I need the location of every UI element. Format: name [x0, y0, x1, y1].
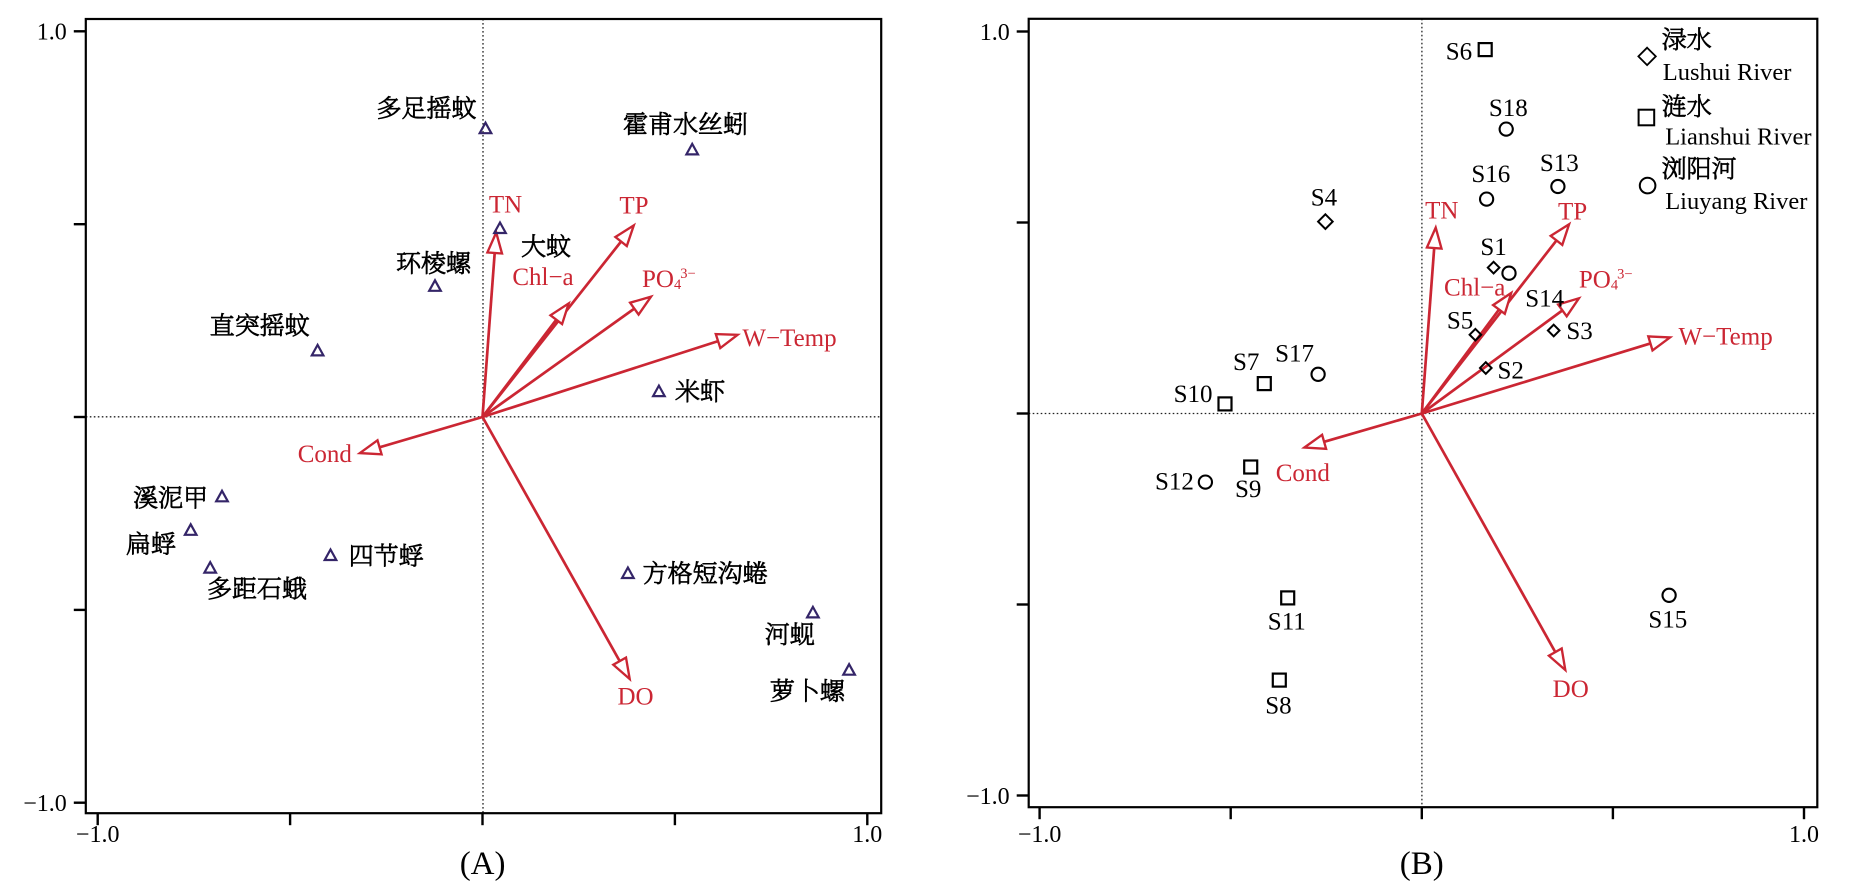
svg-text:TP: TP [1558, 198, 1587, 225]
svg-text:1.0: 1.0 [1789, 822, 1819, 848]
svg-text:S12: S12 [1155, 469, 1194, 496]
svg-text:Chl−a: Chl−a [1444, 274, 1505, 301]
svg-text:S17: S17 [1275, 340, 1314, 367]
svg-text:Lushui River: Lushui River [1663, 59, 1792, 86]
svg-text:W−Temp: W−Temp [1678, 323, 1772, 350]
svg-text:S2: S2 [1497, 358, 1523, 385]
svg-text:1.0: 1.0 [37, 20, 67, 46]
svg-text:−1.0: −1.0 [1018, 822, 1062, 848]
svg-text:S10: S10 [1174, 381, 1213, 408]
svg-text:TP: TP [619, 192, 648, 219]
svg-text:1.0: 1.0 [980, 20, 1010, 46]
svg-text:PO43−: PO43− [642, 266, 696, 293]
svg-text:PO43−: PO43− [1579, 267, 1633, 294]
svg-text:TN: TN [1425, 198, 1458, 225]
svg-text:S1: S1 [1480, 234, 1506, 261]
svg-text:S11: S11 [1268, 609, 1306, 636]
svg-text:S3: S3 [1566, 318, 1592, 345]
svg-text:S18: S18 [1489, 95, 1528, 122]
svg-text:(A): (A) [460, 846, 506, 882]
svg-text:S15: S15 [1648, 606, 1687, 633]
svg-text:S7: S7 [1233, 349, 1259, 376]
svg-text:−1.0: −1.0 [966, 784, 1010, 810]
svg-text:S14: S14 [1525, 286, 1564, 313]
svg-text:−1.0: −1.0 [23, 791, 67, 817]
svg-text:DO: DO [617, 683, 653, 710]
svg-text:S9: S9 [1235, 476, 1261, 503]
svg-text:Liuyang River: Liuyang River [1665, 188, 1807, 215]
svg-text:S13: S13 [1540, 150, 1579, 177]
svg-text:S6: S6 [1446, 39, 1472, 66]
svg-text:Cond: Cond [1276, 460, 1331, 487]
svg-text:W−Temp: W−Temp [742, 325, 836, 352]
svg-text:−1.0: −1.0 [76, 822, 120, 848]
svg-text:1.0: 1.0 [852, 822, 882, 848]
svg-text:S5: S5 [1447, 307, 1473, 334]
svg-text:Cond: Cond [298, 441, 353, 468]
svg-text:S16: S16 [1471, 161, 1510, 188]
svg-text:Lianshui River: Lianshui River [1665, 124, 1811, 151]
svg-text:S8: S8 [1265, 693, 1291, 720]
svg-text:DO: DO [1553, 676, 1589, 703]
svg-text:TN: TN [489, 191, 522, 218]
svg-text:(B): (B) [1400, 846, 1444, 882]
svg-text:S4: S4 [1311, 185, 1338, 212]
svg-text:Chl−a: Chl−a [512, 264, 573, 291]
